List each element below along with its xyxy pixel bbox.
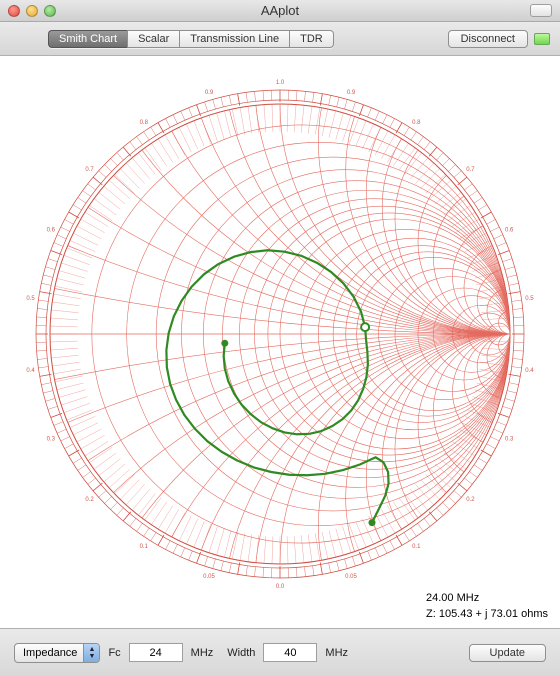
svg-text:1.0: 1.0 (276, 80, 285, 86)
svg-text:0.4: 0.4 (525, 368, 534, 374)
svg-text:0.3: 0.3 (505, 437, 514, 443)
svg-text:0.6: 0.6 (505, 227, 514, 233)
svg-text:0.9: 0.9 (347, 90, 356, 96)
width-unit: MHz (325, 647, 348, 659)
width-input[interactable] (263, 643, 317, 662)
svg-text:0.4: 0.4 (26, 368, 35, 374)
tab-transmission-line[interactable]: Transmission Line (179, 30, 289, 48)
chart-area: 1.0 0.9 0.8 0.7 0.6 0.5 0.4 0.3 0.2 0.1 0.05 0.0 0.0… (0, 56, 560, 628)
svg-text:0.2: 0.2 (466, 497, 475, 503)
svg-text:0.7: 0.7 (85, 167, 94, 173)
chevron-updown-icon: ▲▼ (83, 644, 99, 662)
svg-text:0.7: 0.7 (466, 167, 475, 173)
svg-text:0.2: 0.2 (85, 497, 94, 503)
svg-text:0.1: 0.1 (412, 544, 421, 550)
readout-impedance: Z: 105.43 + j 73.01 ohms (426, 607, 548, 622)
svg-text:0.05: 0.05 (345, 574, 357, 580)
mode-select[interactable]: Impedance ▲▼ (14, 643, 100, 663)
fc-input[interactable] (129, 643, 183, 662)
toolbar-toggle-button[interactable] (530, 4, 552, 17)
svg-text:0.9: 0.9 (205, 90, 214, 96)
titlebar: AAplot (0, 0, 560, 22)
svg-text:0.05: 0.05 (203, 574, 215, 580)
smith-chart: 1.0 0.9 0.8 0.7 0.6 0.5 0.4 0.3 0.2 0.1 0.05 0.0 0.0… (20, 56, 540, 606)
readout-panel: 24.00 MHz Z: 105.43 + j 73.01 ohms (426, 591, 548, 622)
tab-tdr[interactable]: TDR (289, 30, 334, 48)
connection-status-led (534, 33, 550, 45)
svg-text:0.5: 0.5 (26, 296, 35, 302)
tab-smith-chart[interactable]: Smith Chart (48, 30, 127, 48)
svg-text:0.8: 0.8 (412, 120, 421, 126)
svg-text:0.6: 0.6 (47, 227, 56, 233)
view-tabs: Smith Chart Scalar Transmission Line TDR (48, 30, 334, 48)
update-button[interactable]: Update (469, 644, 546, 662)
window-title: AAplot (0, 3, 560, 18)
disconnect-button[interactable]: Disconnect (448, 30, 528, 48)
svg-text:0.1: 0.1 (140, 544, 149, 550)
toolbar: Smith Chart Scalar Transmission Line TDR… (0, 22, 560, 56)
tab-scalar[interactable]: Scalar (127, 30, 179, 48)
bottombar: Impedance ▲▼ Fc MHz Width MHz Update (0, 628, 560, 676)
svg-text:0.3: 0.3 (47, 437, 56, 443)
svg-text:0.0: 0.0 (276, 584, 285, 590)
fc-unit: MHz (191, 647, 214, 659)
svg-text:0.5: 0.5 (525, 296, 534, 302)
width-label: Width (227, 647, 255, 659)
svg-text:0.8: 0.8 (140, 120, 149, 126)
mode-select-value: Impedance (23, 647, 83, 659)
fc-label: Fc (108, 647, 120, 659)
readout-frequency: 24.00 MHz (426, 591, 548, 606)
